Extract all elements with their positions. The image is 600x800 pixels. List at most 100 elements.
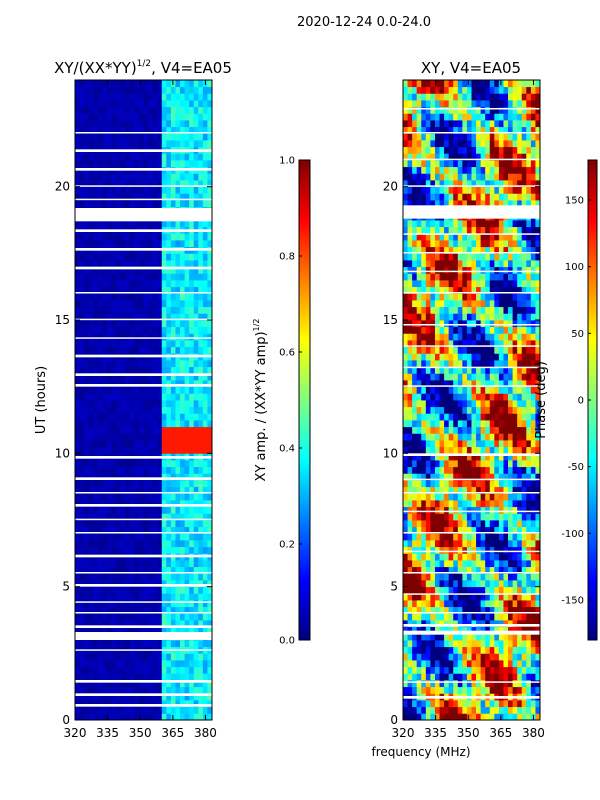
heatmap-cell bbox=[416, 406, 422, 414]
heatmap-cell bbox=[530, 486, 536, 494]
heatmap-cell bbox=[75, 366, 80, 374]
heatmap-cell bbox=[489, 660, 495, 668]
heatmap-cell bbox=[120, 346, 126, 354]
heatmap-cell bbox=[508, 426, 513, 434]
heatmap-cell bbox=[521, 600, 527, 608]
heatmap-cell bbox=[462, 553, 468, 561]
heatmap-cell bbox=[403, 466, 408, 474]
heatmap-cell bbox=[134, 446, 140, 454]
heatmap-cell bbox=[157, 280, 163, 288]
heatmap-cell bbox=[175, 413, 181, 421]
heatmap-cell bbox=[106, 560, 112, 568]
heatmap-cell bbox=[148, 433, 154, 441]
heatmap-cell bbox=[189, 693, 195, 701]
heatmap-cell bbox=[170, 126, 176, 134]
heatmap-cell bbox=[138, 293, 144, 301]
heatmap-cell bbox=[180, 433, 185, 441]
heatmap-cell bbox=[434, 460, 440, 468]
heatmap-cell bbox=[189, 300, 195, 308]
heatmap-cell bbox=[462, 393, 468, 401]
heatmap-cell bbox=[157, 640, 163, 648]
heatmap-cell bbox=[430, 546, 436, 554]
heatmap-cell bbox=[106, 273, 112, 281]
heatmap-cell bbox=[444, 646, 450, 654]
heatmap-cell bbox=[198, 533, 204, 541]
heatmap-cell bbox=[84, 340, 90, 348]
heatmap-cell bbox=[157, 446, 163, 454]
heatmap-cell bbox=[79, 120, 85, 128]
heatmap-cell bbox=[444, 386, 450, 394]
heatmap-cell bbox=[134, 393, 140, 401]
heatmap-cell bbox=[480, 553, 486, 561]
heatmap-cell bbox=[485, 580, 491, 588]
heatmap-cell bbox=[84, 280, 90, 288]
heatmap-cell bbox=[457, 580, 463, 588]
heatmap-cell bbox=[166, 360, 172, 368]
heatmap-cell bbox=[129, 373, 135, 381]
heatmap-cell bbox=[125, 600, 131, 608]
heatmap-cell bbox=[143, 580, 149, 588]
heatmap-cell bbox=[161, 220, 167, 228]
heatmap-cell bbox=[138, 586, 144, 594]
heatmap-cell bbox=[138, 653, 144, 661]
heatmap-cell bbox=[97, 713, 103, 721]
heatmap-cell bbox=[448, 433, 454, 441]
heatmap-cell bbox=[207, 486, 213, 494]
heatmap-cell bbox=[480, 586, 486, 594]
heatmap-cell bbox=[485, 646, 491, 654]
heatmap-cell bbox=[503, 333, 509, 341]
heatmap-cell bbox=[425, 380, 431, 388]
heatmap-cell bbox=[535, 333, 541, 341]
heatmap-cell bbox=[453, 393, 459, 401]
heatmap-cell bbox=[166, 420, 172, 428]
heatmap-cell bbox=[476, 466, 482, 474]
heatmap-cell bbox=[175, 380, 181, 388]
heatmap-cell bbox=[170, 193, 176, 201]
heatmap-cell bbox=[134, 173, 140, 181]
heatmap-cell bbox=[116, 560, 122, 568]
heatmap-cell bbox=[207, 706, 213, 714]
heatmap-cell bbox=[157, 286, 163, 294]
heatmap-cell bbox=[93, 340, 99, 348]
heatmap-cell bbox=[75, 133, 80, 141]
heatmap-cell bbox=[106, 640, 112, 648]
heatmap-cell bbox=[421, 433, 427, 441]
heatmap-cell bbox=[198, 653, 204, 661]
heatmap-cell bbox=[494, 380, 500, 388]
heatmap-cell bbox=[180, 293, 185, 301]
heatmap-cell bbox=[138, 573, 144, 581]
heatmap-cell bbox=[84, 313, 90, 321]
heatmap-cell bbox=[134, 273, 140, 281]
heatmap-cell bbox=[407, 493, 413, 501]
heatmap-cell bbox=[430, 406, 436, 414]
heatmap-cell bbox=[425, 446, 431, 454]
heatmap-cell bbox=[412, 300, 418, 308]
heatmap-cell bbox=[102, 560, 108, 568]
heatmap-cell bbox=[466, 653, 472, 661]
heatmap-cell bbox=[75, 373, 80, 381]
heatmap-cell bbox=[161, 546, 167, 554]
heatmap-cell bbox=[526, 620, 532, 628]
heatmap-cell bbox=[97, 186, 103, 194]
heatmap-cell bbox=[106, 373, 112, 381]
heatmap-cell bbox=[439, 713, 445, 721]
heatmap-cell bbox=[412, 460, 418, 468]
heatmap-cell bbox=[93, 186, 99, 194]
flagged-gap bbox=[75, 572, 212, 574]
heatmap-cell bbox=[125, 380, 131, 388]
heatmap-cell bbox=[494, 526, 500, 534]
heatmap-cell bbox=[462, 673, 468, 681]
heatmap-cell bbox=[79, 86, 85, 94]
heatmap-cell bbox=[75, 660, 80, 668]
heatmap-cell bbox=[125, 440, 131, 448]
heatmap-cell bbox=[462, 573, 468, 581]
heatmap-cell bbox=[526, 540, 532, 548]
heatmap-cell bbox=[471, 673, 477, 681]
heatmap-cell bbox=[88, 260, 94, 268]
heatmap-cell bbox=[75, 160, 80, 168]
heatmap-cell bbox=[175, 713, 181, 721]
heatmap-cell bbox=[471, 486, 477, 494]
heatmap-cell bbox=[157, 580, 163, 588]
heatmap-cell bbox=[444, 440, 450, 448]
heatmap-cell bbox=[129, 700, 135, 708]
